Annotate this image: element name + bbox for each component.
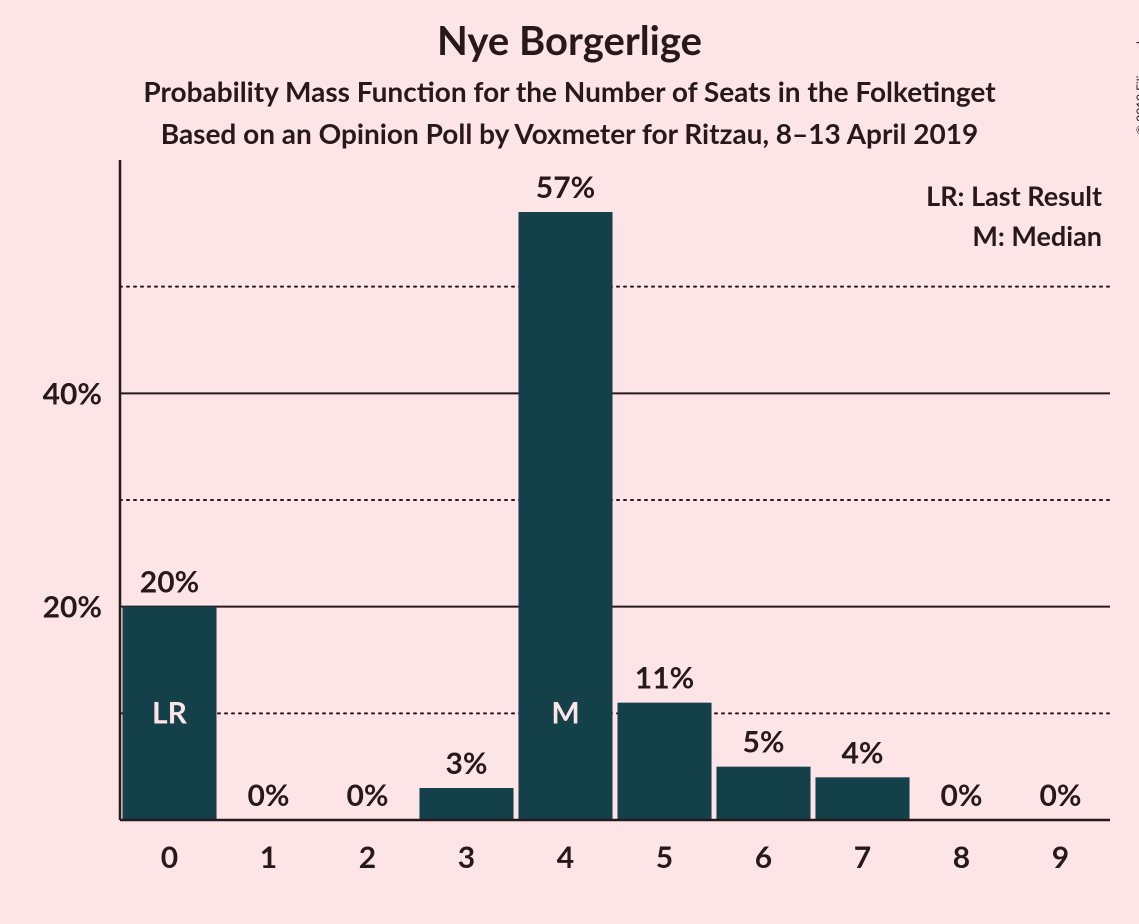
bar-value-3: 3% (446, 745, 488, 781)
bar-value-4: 57% (536, 169, 595, 205)
bar-value-2: 0% (347, 777, 389, 813)
bar-value-7: 4% (842, 734, 884, 770)
xtick-8: 8 (953, 839, 970, 875)
bar-inner-label-4: M (551, 694, 579, 730)
xtick-1: 1 (260, 839, 277, 875)
xtick-6: 6 (755, 839, 772, 875)
bar-value-5: 11% (635, 660, 694, 696)
bar-chart: 20% LR 0 0% 1 0% 2 3% 3 57% M 4 11% 5 5% 6 4% 7 0% 8 0% 9 20% 4… (0, 0, 1139, 924)
xtick-9: 9 (1052, 839, 1069, 875)
bar-3 (419, 788, 513, 820)
bar-value-6: 5% (743, 724, 785, 760)
xtick-0: 0 (161, 839, 178, 875)
xtick-7: 7 (854, 839, 871, 875)
ytick-40: 40% (43, 375, 102, 411)
legend-lr: LR: Last Result (926, 179, 1102, 212)
bar-value-1: 0% (248, 777, 290, 813)
bar-inner-label-0: LR (152, 694, 188, 730)
ytick-20: 20% (43, 589, 102, 625)
bar-value-0: 20% (140, 564, 199, 600)
xtick-4: 4 (557, 839, 574, 875)
xtick-2: 2 (359, 839, 376, 875)
bar-5 (617, 703, 711, 820)
xtick-3: 3 (458, 839, 475, 875)
bar-value-9: 0% (1040, 777, 1082, 813)
bar-6 (716, 767, 810, 820)
xtick-5: 5 (656, 839, 673, 875)
legend-m: M: Median (972, 219, 1102, 252)
bar-7 (815, 777, 909, 820)
bar-value-8: 0% (941, 777, 983, 813)
